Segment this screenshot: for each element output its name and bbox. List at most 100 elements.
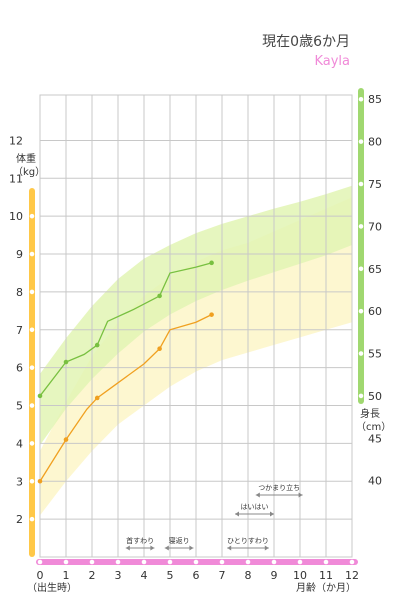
weight-axis-unit: （kg） xyxy=(13,166,45,178)
height-tick-label: 80 xyxy=(368,136,382,149)
milestone-arrow-head-left xyxy=(235,511,239,517)
milestone-arrow-head-left xyxy=(125,545,130,551)
weight-tick-label: 12 xyxy=(9,134,23,147)
weight-data-point xyxy=(209,312,214,317)
height-tick-label: 85 xyxy=(368,93,382,106)
milestone-markers: 首すわり 寝返り ひとりすわり はいはい つかまり立ち xyxy=(125,483,303,551)
weight-tick-dot xyxy=(29,478,35,484)
weight-tick-label: 7 xyxy=(16,324,23,337)
milestone-arrow-head-left xyxy=(164,545,169,551)
height-axis-label: 身長 xyxy=(360,407,380,420)
milestone-arrow-head-right xyxy=(189,545,194,551)
weight-tick-label: 3 xyxy=(16,475,23,488)
height-tick-dot xyxy=(358,308,364,314)
month-tick-dot xyxy=(115,559,121,565)
weight-tick-label: 6 xyxy=(16,362,23,375)
milestone-label: 寝返り xyxy=(169,536,190,545)
month-tick-dot xyxy=(297,559,303,565)
month-tick-dot xyxy=(245,559,251,565)
weight-tick-dot xyxy=(29,327,35,333)
milestone-label: はいはい xyxy=(241,503,269,511)
weight-data-point xyxy=(157,346,162,352)
month-tick-dot xyxy=(219,559,225,565)
month-tick-dot xyxy=(141,559,147,565)
weight-tick-dot xyxy=(29,403,35,408)
weight-tick-dot xyxy=(29,441,35,446)
weight-tick-label: 11 xyxy=(9,172,23,185)
month-tick-label: 7 xyxy=(219,569,226,582)
month-tick-label: 10 xyxy=(293,569,307,582)
height-tick-label: 60 xyxy=(368,305,382,318)
axis-labels: 体重 （kg） 身長 （cm） 月齢（か月） （出生時） xyxy=(13,152,391,594)
height-tick-label: 50 xyxy=(368,390,382,403)
birth-label: （出生時） xyxy=(27,581,77,594)
height-tick-dot xyxy=(358,139,364,144)
month-tick-label: 1 xyxy=(63,569,70,582)
weight-tick-label: 8 xyxy=(16,286,23,299)
height-tick-dot xyxy=(358,436,364,441)
weight-tick-label: 4 xyxy=(16,437,23,450)
height-tick-label: 40 xyxy=(368,475,382,488)
month-tick-dot xyxy=(193,559,199,565)
weight-tick-dot xyxy=(29,213,35,219)
height-data-point xyxy=(63,359,69,365)
height-tick-dot xyxy=(358,224,364,229)
height-tick-dot xyxy=(358,393,364,399)
month-tick-label: 5 xyxy=(167,569,174,582)
month-tick-label: 8 xyxy=(245,569,252,582)
height-tick-dot xyxy=(358,478,364,484)
weight-tick-label: 9 xyxy=(16,248,23,261)
weight-tick-dot xyxy=(29,365,35,370)
height-axis-unit: （cm） xyxy=(356,421,391,433)
month-tick-label: 11 xyxy=(319,569,333,582)
weight-data-point xyxy=(37,478,43,484)
current-age-title: 現在0歳6か月 xyxy=(262,34,350,50)
height-tick-label: 70 xyxy=(368,220,382,233)
month-tick-dot xyxy=(349,559,355,565)
height-tick-dot xyxy=(358,96,364,102)
height-tick-label: 65 xyxy=(368,263,382,276)
weight-axis-bar xyxy=(29,188,35,557)
month-tick-label: 6 xyxy=(193,569,200,582)
milestone-arrow-head-left xyxy=(227,545,232,551)
milestone-arrow-head-left xyxy=(255,492,260,498)
weight-tick-dot xyxy=(29,516,35,522)
milestone-arrow-head-right xyxy=(298,492,303,498)
weight-axis-label: 体重 xyxy=(16,152,36,165)
weight-tick-dot xyxy=(29,289,35,295)
weight-tick-label: 5 xyxy=(16,400,23,413)
height-data-point xyxy=(37,393,43,399)
milestone-arrow-head-right xyxy=(264,545,269,551)
weight-tick-dot xyxy=(29,176,35,181)
growth-lines xyxy=(37,260,214,484)
height-data-point xyxy=(209,260,214,266)
milestone-label: つかまり立ち xyxy=(258,483,300,492)
month-tick-label: 3 xyxy=(115,569,122,582)
month-tick-dot xyxy=(89,559,95,565)
height-data-point xyxy=(157,293,162,299)
height-tick-dot xyxy=(358,181,364,187)
height-tick-label: 45 xyxy=(368,432,382,445)
weight-data-point xyxy=(94,395,100,401)
height-tick-label: 75 xyxy=(368,178,382,191)
height-tick-dot xyxy=(358,266,364,272)
month-tick-dot xyxy=(37,559,43,565)
weight-tick-label: 10 xyxy=(9,210,23,223)
month-tick-label: 12 xyxy=(345,569,359,582)
weight-tick-dot xyxy=(29,138,35,143)
weight-data-point xyxy=(63,437,69,442)
month-tick-label: 2 xyxy=(89,569,96,582)
month-tick-dot xyxy=(271,559,277,565)
month-tick-dot xyxy=(167,559,173,565)
milestone-label: ひとりすわり xyxy=(227,537,269,545)
weight-series-line xyxy=(39,314,212,482)
month-axis-label: 月齢（か月） xyxy=(296,581,356,594)
height-tick-label: 55 xyxy=(368,348,382,361)
milestone-arrow-head-right xyxy=(270,511,274,517)
plot-frame xyxy=(39,94,353,558)
weight-tick-dot xyxy=(29,251,35,257)
weight-tick-label: 2 xyxy=(16,513,23,526)
height-tick-dot xyxy=(358,351,364,356)
